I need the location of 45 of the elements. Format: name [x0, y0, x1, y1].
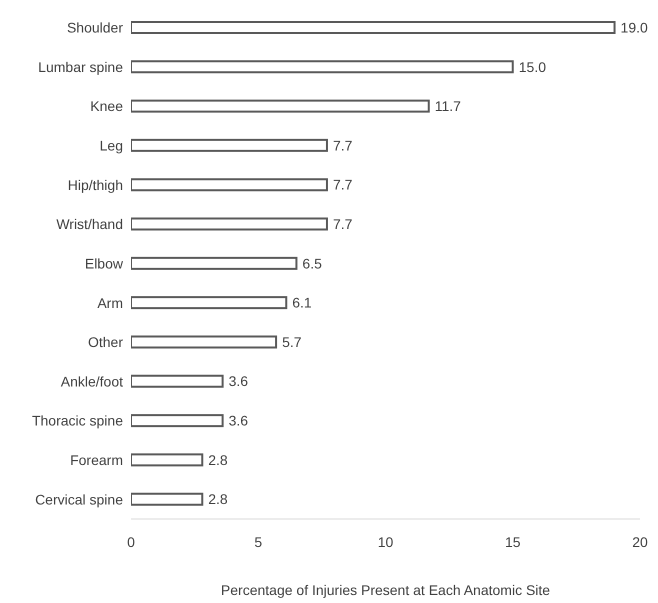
y-tick-label: Thoracic spine [32, 412, 124, 429]
bar [131, 60, 514, 74]
x-tick-label: 20 [632, 534, 648, 550]
y-tick-label: Wrist/hand [56, 216, 123, 232]
bar [131, 218, 328, 231]
data-label: 7.7 [332, 176, 353, 193]
bar [131, 492, 204, 506]
x-tick-label: 15 [504, 534, 521, 550]
y-tick-label: Elbow [84, 255, 124, 272]
bar [131, 256, 298, 270]
data-label: 11.7 [434, 98, 462, 114]
y-tick-label: Other [88, 334, 124, 350]
x-axis-title: Percentage of Injuries Present at Each Anatomic Site [220, 582, 550, 598]
bar [131, 296, 288, 310]
data-label: 3.6 [228, 373, 248, 390]
y-tick-label: Lumbar spine [38, 58, 124, 75]
bar [131, 374, 224, 388]
y-tick-label: Forearm [70, 452, 123, 468]
data-label: 7.7 [332, 216, 353, 232]
y-tick-label: Hip/thigh [68, 176, 123, 193]
data-label: 19.0 [620, 19, 648, 36]
x-tick-label: 0 [127, 534, 136, 550]
bar [131, 21, 616, 34]
bar [131, 335, 278, 348]
data-label: 5.7 [282, 334, 302, 350]
data-label: 3.6 [228, 412, 248, 429]
bar [131, 178, 328, 192]
data-label: 7.7 [332, 137, 353, 154]
data-label: 15.0 [518, 58, 546, 75]
x-tick-label: 5 [254, 534, 262, 550]
data-label: 6.1 [292, 294, 312, 311]
y-tick-label: Cervical spine [35, 491, 124, 508]
data-label: 2.8 [208, 491, 228, 508]
bar [131, 100, 430, 113]
y-tick-label: Leg [100, 138, 123, 154]
data-label: 6.5 [302, 255, 322, 272]
y-tick-label: Arm [97, 294, 123, 311]
bar [131, 453, 204, 466]
data-label: 2.8 [208, 452, 228, 468]
bar [131, 414, 224, 428]
x-tick-label: 10 [378, 534, 394, 550]
y-tick-label: Ankle/foot [60, 373, 124, 390]
y-tick-label: Shoulder [66, 20, 124, 36]
y-tick-label: Knee [90, 98, 124, 114]
bar [131, 138, 328, 152]
